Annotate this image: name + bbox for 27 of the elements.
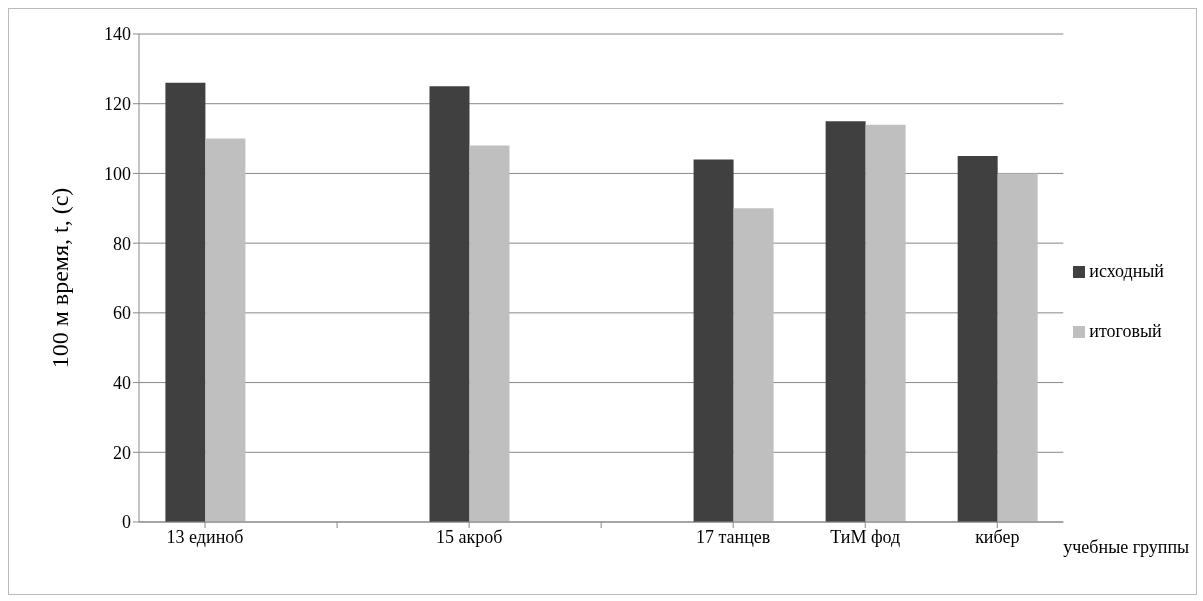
y-tick-label: 0 — [122, 512, 131, 533]
legend-label: итоговый — [1089, 320, 1162, 341]
bar — [957, 156, 998, 522]
x-tick-label: 17 танцев — [696, 526, 771, 547]
x-tick-label: 13 единоб — [166, 526, 244, 547]
legend-label: исходный — [1089, 260, 1164, 281]
x-axis-title: учебные группы — [1063, 537, 1190, 558]
bar — [205, 138, 246, 522]
y-tick-label: 140 — [104, 24, 131, 45]
y-tick-label: 120 — [104, 94, 131, 115]
bar — [469, 145, 510, 522]
bar — [825, 121, 866, 522]
y-tick-label: 60 — [113, 303, 131, 324]
y-tick-label: 100 — [104, 163, 131, 184]
y-tick-label: 80 — [113, 233, 131, 254]
bar — [733, 208, 774, 522]
y-axis-title: 100 м время, t, (с) — [46, 187, 73, 369]
bar — [429, 86, 470, 522]
x-tick-label: ТиМ фод — [830, 526, 901, 547]
x-tick-label: 15 акроб — [435, 526, 503, 547]
x-tick-label: кибер — [975, 526, 1020, 547]
bar — [865, 124, 906, 522]
bar — [693, 159, 734, 522]
bar — [165, 82, 206, 522]
y-tick-label: 40 — [113, 372, 131, 393]
y-tick-label: 20 — [113, 442, 131, 463]
bar — [997, 173, 1038, 522]
